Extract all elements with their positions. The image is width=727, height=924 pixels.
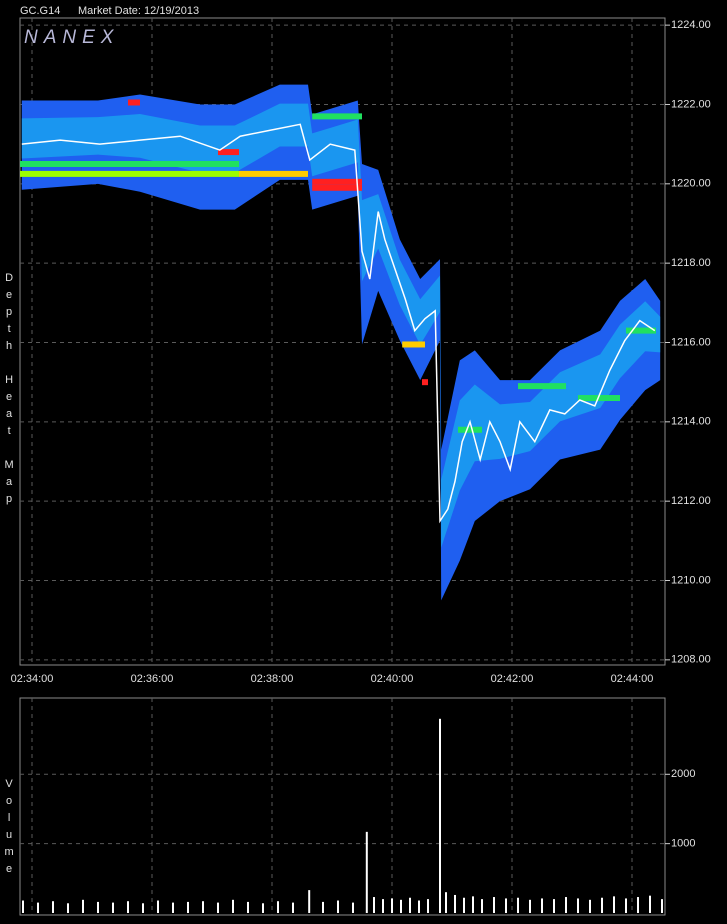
depth-level <box>458 426 482 433</box>
volume-bar <box>382 899 384 913</box>
depth-level <box>312 184 362 191</box>
volume-bar <box>365 831 368 913</box>
volume-bar <box>67 903 69 913</box>
depth-level <box>518 383 566 390</box>
volume-bar <box>613 896 615 913</box>
volume-bar <box>577 898 579 913</box>
x-tick-label: 02:42:00 <box>491 673 534 685</box>
depth-level <box>20 170 239 177</box>
volume-bar <box>322 901 324 913</box>
volume-bar <box>202 901 204 913</box>
depth-level <box>312 113 362 120</box>
y-tick-label: 1210.00 <box>671 574 711 586</box>
volume-bar <box>409 897 411 913</box>
volume-bar <box>337 900 339 913</box>
x-tick-label: 02:44:00 <box>611 673 654 685</box>
y-tick-label: 2000 <box>671 768 695 780</box>
depth-level <box>312 178 362 185</box>
y-tick-label: 1220.00 <box>671 178 711 190</box>
depth-band <box>21 84 661 601</box>
symbol: GC.G14 <box>20 5 60 17</box>
volume-bar <box>262 903 264 913</box>
volume-bar <box>481 899 483 913</box>
volume-bar <box>172 902 174 913</box>
volume-bar <box>308 890 311 913</box>
volume-bar <box>247 901 249 913</box>
x-tick-label: 02:34:00 <box>11 673 54 685</box>
depth-level <box>626 327 656 334</box>
volume-bar <box>463 897 465 913</box>
volume-bar <box>445 892 447 913</box>
y-tick-label: 1214.00 <box>671 416 711 428</box>
depth-level <box>239 170 308 177</box>
volume-bar <box>352 902 354 913</box>
depth-band-core <box>21 103 661 548</box>
volume-bar <box>187 901 189 913</box>
volume-bar <box>661 899 663 913</box>
x-tick-label: 02:38:00 <box>251 673 294 685</box>
volume-bar <box>82 899 84 913</box>
volume-bar <box>637 897 639 913</box>
volume-bar <box>493 897 495 913</box>
depth-level <box>402 341 425 348</box>
volume-bar <box>505 898 507 913</box>
volume-bar <box>142 903 144 913</box>
volume-bar <box>529 899 531 913</box>
volume-bar <box>292 902 294 913</box>
volume-bar <box>439 718 441 913</box>
volume-bar <box>517 897 519 913</box>
volume-bar <box>418 900 420 913</box>
volume-bar <box>553 899 555 913</box>
watermark: NANEX <box>24 27 119 48</box>
market-date: Market Date: 12/19/2013 <box>78 5 199 17</box>
volume-bar <box>22 900 24 913</box>
volume-bar <box>373 897 375 913</box>
volume-bar <box>232 899 234 913</box>
volume-bar <box>391 898 393 913</box>
depth-level <box>128 99 140 106</box>
volume-bar <box>454 894 456 913</box>
y-tick-label: 1218.00 <box>671 257 711 269</box>
volume-bar <box>541 898 543 913</box>
y-tick-label: 1224.00 <box>671 19 711 31</box>
x-tick-label: 02:40:00 <box>371 673 414 685</box>
volume-bar <box>400 899 402 913</box>
heat-layer <box>20 18 665 915</box>
volume-bar <box>157 900 159 913</box>
y-axis-label: Depth Heat Map <box>3 272 15 510</box>
volume-bar <box>601 897 603 913</box>
volume-bar <box>52 901 54 913</box>
y-tick-label: 1208.00 <box>671 654 711 666</box>
volume-bar <box>97 901 99 913</box>
depth-level <box>422 379 428 386</box>
x-tick-label: 02:36:00 <box>131 673 174 685</box>
volume-label: Volume <box>3 778 15 880</box>
volume-bar <box>277 901 279 913</box>
depth-level <box>218 149 239 156</box>
y-tick-label: 1212.00 <box>671 495 711 507</box>
y-tick-label: 1216.00 <box>671 336 711 348</box>
depth-level <box>20 160 239 167</box>
volume-bar <box>565 897 567 913</box>
volume-bar <box>127 901 129 913</box>
y-tick-label: 1000 <box>671 838 695 850</box>
volume-bar <box>427 899 429 913</box>
volume-panel <box>19 697 666 916</box>
depth-level <box>578 395 620 402</box>
volume-bar <box>112 902 114 913</box>
volume-bar <box>472 896 474 913</box>
volume-bar <box>217 902 219 913</box>
volume-bar <box>649 895 651 913</box>
price-line <box>21 123 656 524</box>
volume-bar <box>589 899 591 913</box>
y-tick-label: 1222.00 <box>671 98 711 110</box>
volume-bar <box>625 898 627 913</box>
volume-bar <box>37 902 39 913</box>
